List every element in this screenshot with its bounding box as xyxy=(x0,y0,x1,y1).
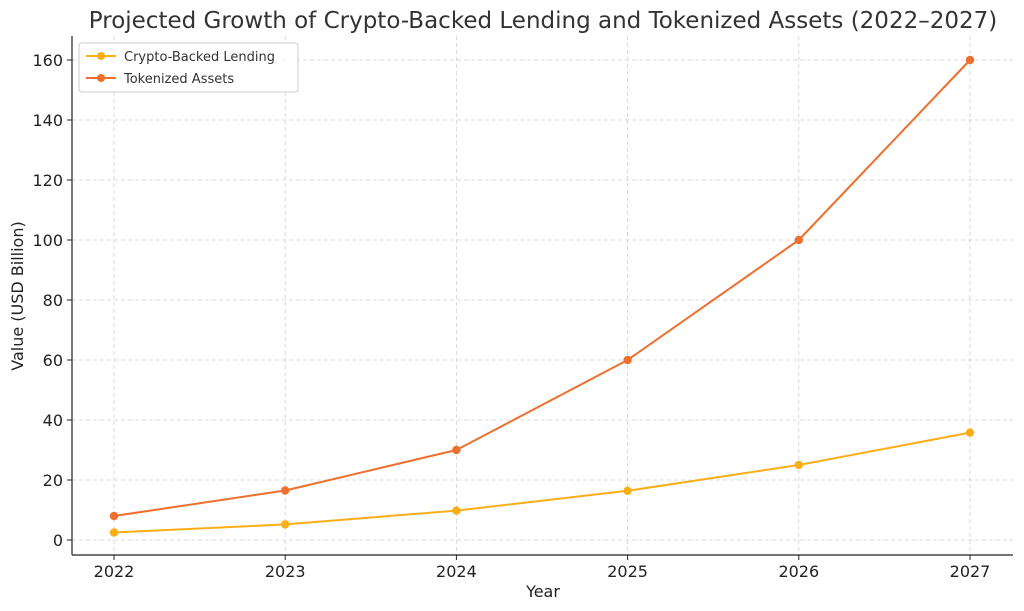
y-tick-label: 80 xyxy=(43,291,63,310)
tick-labels: 0 20 40 60 80 100 120 140 160 2022 2023 2024 2025 202… xyxy=(32,51,990,581)
y-tick-label: 140 xyxy=(32,111,63,130)
axes xyxy=(67,36,1013,560)
x-tick-label: 2025 xyxy=(607,562,648,581)
x-tick-label: 2023 xyxy=(265,562,306,581)
x-axis-label: Year xyxy=(525,582,560,601)
series-line-tokenized-assets xyxy=(113,59,971,517)
y-tick-label: 60 xyxy=(43,351,63,370)
data-point-crypto-backed-lending xyxy=(623,486,632,495)
legend-label-crypto-backed-lending: Crypto-Backed Lending xyxy=(124,50,275,65)
data-point-crypto-backed-lending xyxy=(109,528,119,537)
y-axis-label: Value (USD Billion) xyxy=(8,221,27,370)
series-layer xyxy=(109,55,975,537)
legend-marker-crypto-backed-lending xyxy=(97,52,105,60)
legend-box xyxy=(78,42,299,93)
y-tick-label: 40 xyxy=(43,411,63,430)
data-point-tokenized-assets xyxy=(281,486,290,495)
data-point-crypto-backed-lending xyxy=(794,460,803,470)
data-point-tokenized-assets xyxy=(452,445,461,455)
y-tick-label: 100 xyxy=(32,231,63,250)
data-point-crypto-backed-lending xyxy=(281,520,290,529)
legend-marker-tokenized-assets xyxy=(97,74,105,82)
data-point-tokenized-assets xyxy=(965,55,975,65)
y-tick-label: 120 xyxy=(32,171,63,190)
legend-label-tokenized-assets: Tokenized Assets xyxy=(123,72,234,87)
x-tick-label: 2024 xyxy=(436,562,477,581)
legend: Crypto-Backed Lending Tokenized Assets xyxy=(78,42,299,93)
data-point-tokenized-assets xyxy=(794,235,803,245)
y-tick-label: 0 xyxy=(53,531,63,550)
x-tick-label: 2022 xyxy=(94,562,135,581)
data-point-crypto-backed-lending xyxy=(965,428,975,437)
x-tick-label: 2026 xyxy=(778,562,819,581)
y-tick-label: 20 xyxy=(43,471,63,490)
y-tick-label: 160 xyxy=(32,51,63,70)
data-point-tokenized-assets xyxy=(109,511,119,521)
x-tick-label: 2027 xyxy=(950,562,991,581)
series-line-crypto-backed-lending xyxy=(113,431,971,534)
data-point-crypto-backed-lending xyxy=(452,506,461,515)
chart-title: Projected Growth of Crypto-Backed Lendin… xyxy=(89,8,997,34)
data-point-tokenized-assets xyxy=(623,355,632,365)
